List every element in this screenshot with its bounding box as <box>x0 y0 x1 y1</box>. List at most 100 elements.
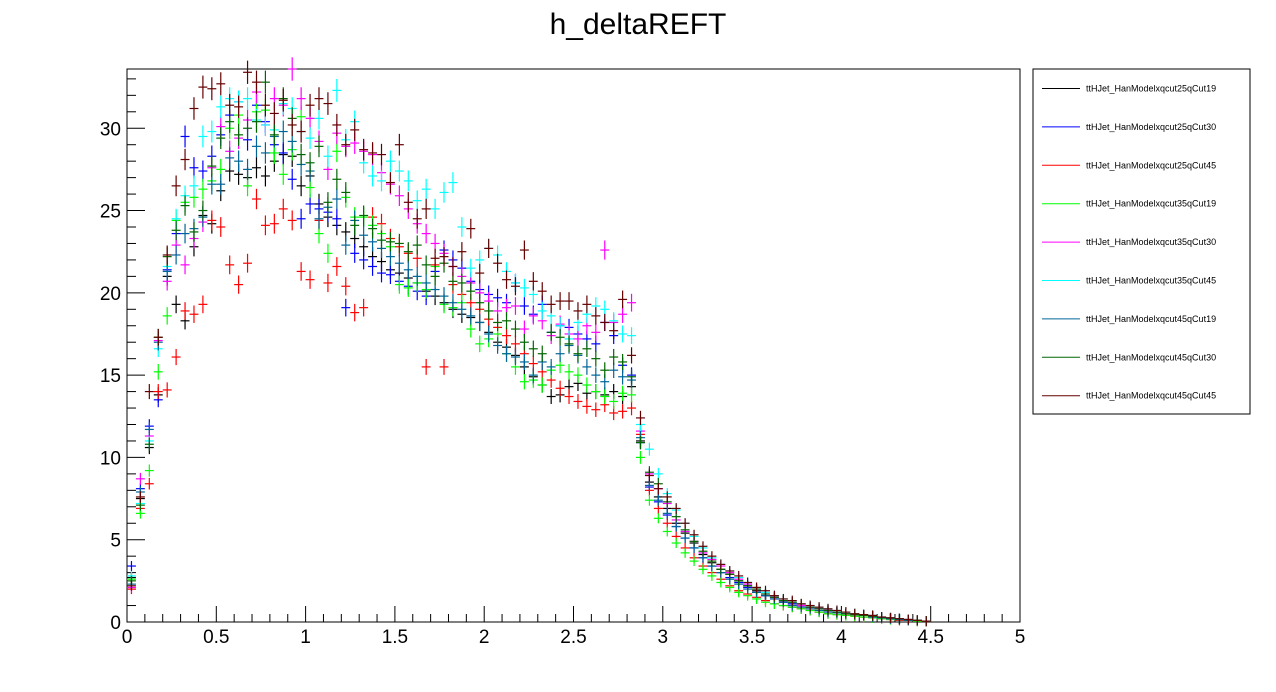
data-point <box>707 551 717 562</box>
data-point <box>752 582 762 593</box>
data-point <box>305 93 315 117</box>
data-point <box>341 133 351 156</box>
data-point <box>368 165 378 187</box>
data-point <box>466 258 476 278</box>
data-point <box>564 292 574 310</box>
data-point <box>377 143 386 166</box>
data-point <box>403 242 413 262</box>
data-point <box>582 340 592 358</box>
data-point <box>260 142 270 164</box>
data-point <box>859 609 869 620</box>
data-point <box>171 348 181 366</box>
data-point <box>448 257 458 276</box>
data-point <box>180 125 190 148</box>
data-point <box>225 147 235 169</box>
data-point <box>591 307 601 325</box>
data-point <box>582 399 592 414</box>
data-point <box>484 325 494 343</box>
data-point <box>127 561 136 572</box>
data-point <box>805 600 815 611</box>
data-point <box>198 160 208 182</box>
data-point <box>734 570 744 581</box>
data-point <box>716 577 726 588</box>
data-point <box>314 135 324 158</box>
data-point <box>368 142 378 164</box>
data-point <box>385 172 395 193</box>
data-point <box>528 367 538 383</box>
data-point <box>841 607 851 618</box>
data-point <box>323 243 333 263</box>
data-point <box>296 175 306 197</box>
y-tick-label: 10 <box>100 448 121 469</box>
data-point <box>546 323 556 341</box>
data-point <box>359 138 369 161</box>
data-point <box>243 60 253 84</box>
data-point <box>243 253 253 273</box>
data-point <box>359 205 369 226</box>
data-point <box>234 275 244 294</box>
data-point <box>582 358 592 375</box>
data-point <box>189 157 199 179</box>
data-point <box>243 117 253 140</box>
data-point <box>144 464 154 477</box>
data-point <box>403 260 413 280</box>
data-point <box>439 182 449 203</box>
data-point <box>448 293 458 312</box>
data-point <box>189 97 199 120</box>
legend-item: ttHJet_HanModelxqcut25qCut45 <box>1042 160 1216 170</box>
data-points <box>127 57 931 627</box>
data-point <box>412 235 422 255</box>
data-point <box>144 384 154 400</box>
data-point <box>573 345 583 362</box>
data-point <box>421 273 431 293</box>
series-8 <box>127 70 931 627</box>
data-point <box>252 188 261 210</box>
legend-item: ttHJet_HanModelxqcut35qCut45 <box>1042 276 1216 286</box>
data-point <box>528 340 538 358</box>
data-point <box>341 182 351 203</box>
data-point <box>377 263 386 283</box>
series-7 <box>127 120 931 627</box>
data-point <box>243 158 253 180</box>
data-point <box>144 422 154 437</box>
data-point <box>234 150 244 172</box>
data-point <box>662 491 672 503</box>
data-point <box>323 145 333 167</box>
chart-title: h_deltaREFT <box>550 8 727 41</box>
data-point <box>671 521 681 532</box>
y-tick-label: 15 <box>100 366 121 387</box>
data-point <box>519 240 529 260</box>
data-point <box>573 367 583 383</box>
data-point <box>260 70 270 94</box>
legend-label: ttHJet_HanModelxqcut45qCut30 <box>1086 352 1216 362</box>
data-point <box>332 78 342 102</box>
y-tick-label: 0 <box>110 613 121 634</box>
data-point <box>671 538 681 548</box>
legend-item: ttHJet_HanModelxqcut25qCut19 <box>1042 84 1216 94</box>
data-point <box>162 382 172 398</box>
data-point <box>171 295 181 314</box>
data-point <box>716 559 726 570</box>
data-point <box>252 157 261 179</box>
data-point <box>627 400 637 416</box>
data-point <box>493 253 503 273</box>
data-point <box>600 362 610 379</box>
data-point <box>537 345 547 362</box>
x-tick-label: 4.5 <box>917 627 943 648</box>
data-point <box>430 198 440 219</box>
data-point <box>796 598 806 609</box>
data-point <box>296 208 306 229</box>
data-point <box>278 142 288 164</box>
data-point <box>921 616 931 627</box>
data-point <box>216 72 226 96</box>
data-point <box>153 328 163 346</box>
data-point <box>269 123 279 146</box>
data-point <box>528 307 538 325</box>
data-point <box>564 389 574 404</box>
data-point <box>519 297 529 315</box>
y-tick-label: 30 <box>100 119 121 140</box>
data-point <box>600 389 610 404</box>
data-point <box>385 150 395 172</box>
data-point <box>412 267 422 286</box>
data-point <box>421 255 431 275</box>
